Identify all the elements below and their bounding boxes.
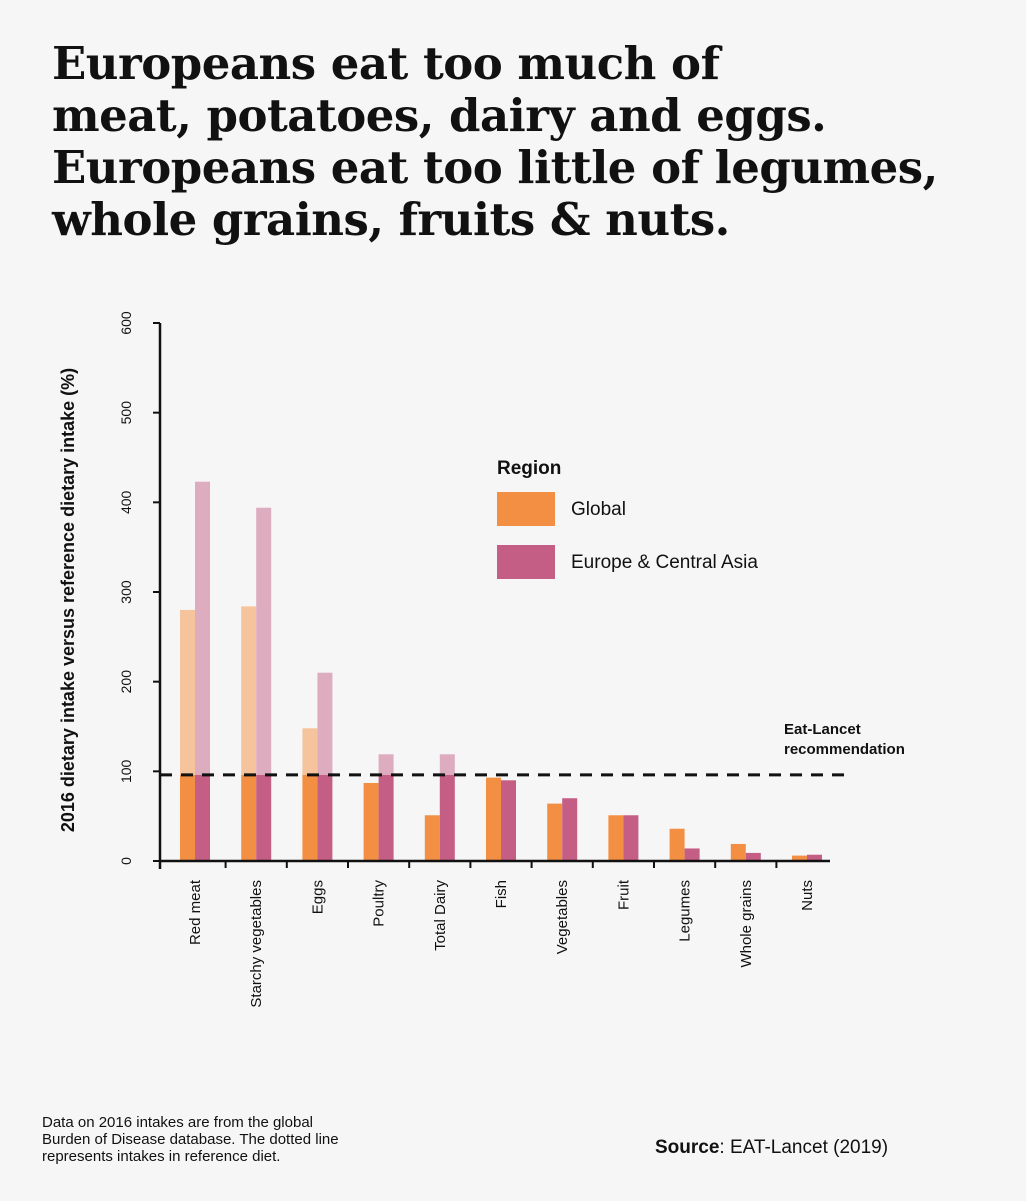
bar-base-segment	[439, 774, 455, 861]
bar-base-segment	[256, 774, 272, 861]
bar-europe-central-asia-legumes	[684, 848, 700, 861]
y-tick-label-300: 300	[118, 580, 134, 604]
bar-global-vegetables	[547, 803, 563, 861]
bar-base-segment	[195, 774, 210, 861]
bar-chart: Red meat Starchy vegetables Eggs Poultry Tot…	[58, 311, 905, 1007]
bar-segment	[730, 843, 746, 861]
bar-global-fruit	[608, 815, 624, 861]
bar-europe-central-asia-starchy-vegetables	[256, 507, 272, 861]
bars-group	[180, 481, 822, 861]
title-line-1: Europeans eat too much of	[52, 37, 720, 90]
bar-segment	[623, 815, 639, 861]
footnote-line-3: represents intakes in reference diet.	[42, 1148, 281, 1165]
x-tick-label-total-dairy: Total Dairy	[432, 880, 449, 951]
bar-europe-central-asia-red-meat	[195, 481, 210, 861]
bar-europe-central-asia-fish	[501, 780, 516, 861]
chart-title: Europeans eat too much of meat, potatoes…	[52, 38, 992, 246]
x-tick-label-nuts: Nuts	[799, 880, 816, 911]
bar-global-total-dairy	[424, 815, 440, 861]
bar-segment	[501, 780, 516, 861]
bar-europe-central-asia-eggs	[317, 672, 333, 861]
legend: Region Global Europe & Central Asia	[497, 458, 758, 579]
legend-swatch-global	[497, 492, 555, 526]
bar-base-segment	[180, 774, 195, 861]
footnote: Data on 2016 intakes are from the global…	[42, 1114, 462, 1165]
bar-global-legumes	[669, 828, 685, 861]
bar-segment	[486, 777, 501, 861]
y-tick-label-400: 400	[118, 490, 134, 514]
bar-excess-segment	[439, 754, 455, 775]
footnote-line-1: Data on 2016 intakes are from the global	[42, 1114, 314, 1131]
x-tick-label-legumes: Legumes	[677, 880, 694, 942]
bar-europe-central-asia-vegetables	[562, 798, 578, 861]
x-tick-label-starchy-vegetables: Starchy vegetables	[248, 880, 265, 1008]
legend-label-global: Global	[571, 499, 626, 520]
bar-europe-central-asia-poultry	[378, 754, 394, 861]
bar-excess-segment	[302, 728, 318, 775]
bar-base-segment	[241, 774, 257, 861]
footnote-line-2: Burden of Disease database. The dotted l…	[42, 1131, 339, 1148]
bar-segment	[807, 854, 822, 861]
bar-excess-segment	[180, 609, 195, 775]
x-tick-label-vegetables: Vegetables	[554, 880, 571, 954]
legend-title: Region	[497, 458, 561, 479]
source-text: : EAT-Lancet (2019)	[719, 1137, 889, 1158]
bar-excess-segment	[195, 481, 210, 775]
y-axis-title: 2016 dietary intake versus reference die…	[58, 368, 78, 832]
source-credit: Source: EAT-Lancet (2019)	[655, 1137, 888, 1159]
bar-global-starchy-vegetables	[241, 606, 257, 861]
title-line-2: meat, potatoes, dairy and eggs.	[52, 89, 827, 142]
bar-segment	[608, 815, 624, 861]
bar-segment	[562, 798, 578, 861]
bar-global-fish	[486, 777, 501, 861]
bar-excess-segment	[317, 672, 333, 775]
x-tick-label-fruit: Fruit	[615, 879, 632, 910]
bar-global-nuts	[792, 855, 807, 861]
bar-segment	[363, 782, 379, 861]
source-label: Source	[655, 1137, 720, 1158]
bar-segment	[547, 803, 563, 861]
bar-segment	[424, 815, 440, 861]
bar-excess-segment	[256, 507, 272, 775]
y-tick-label-100: 100	[118, 759, 134, 783]
x-tick-label-red-meat: Red meat	[187, 879, 204, 945]
bar-segment	[745, 852, 761, 861]
bar-europe-central-asia-total-dairy	[439, 754, 455, 861]
bar-global-red-meat	[180, 609, 195, 861]
bar-segment	[684, 848, 700, 861]
bar-segment	[669, 828, 685, 861]
x-tick-label-whole-grains: Whole grains	[738, 880, 755, 968]
bar-base-segment	[302, 774, 318, 861]
bar-europe-central-asia-nuts	[807, 854, 822, 861]
axes-group: Red meat Starchy vegetables Eggs Poultry Tot…	[58, 311, 905, 1007]
bar-global-poultry	[363, 782, 379, 861]
bar-global-whole-grains	[730, 843, 746, 861]
bar-excess-segment	[378, 754, 394, 775]
reference-line-label-1: Eat-Lancet	[784, 721, 861, 738]
title-line-4: whole grains, fruits & nuts.	[52, 193, 730, 246]
legend-swatch-europe-central-asia	[497, 545, 555, 579]
reference-line-label-2: recommendation	[784, 741, 905, 758]
y-tick-label-500: 500	[118, 401, 134, 425]
legend-label-europe-central-asia: Europe & Central Asia	[571, 552, 758, 573]
bar-europe-central-asia-fruit	[623, 815, 639, 861]
bar-europe-central-asia-whole-grains	[745, 852, 761, 861]
bar-base-segment	[317, 774, 333, 861]
x-tick-label-eggs: Eggs	[309, 880, 326, 914]
y-tick-label-0: 0	[118, 857, 134, 865]
y-tick-label-600: 600	[118, 311, 134, 335]
bar-global-eggs	[302, 728, 318, 861]
y-tick-label-200: 200	[118, 670, 134, 694]
x-tick-label-poultry: Poultry	[371, 880, 388, 927]
title-line-3: Europeans eat too little of legumes,	[52, 141, 938, 194]
bar-excess-segment	[241, 606, 257, 775]
bar-segment	[792, 855, 807, 861]
bar-base-segment	[378, 774, 394, 861]
x-tick-label-fish: Fish	[493, 880, 510, 908]
